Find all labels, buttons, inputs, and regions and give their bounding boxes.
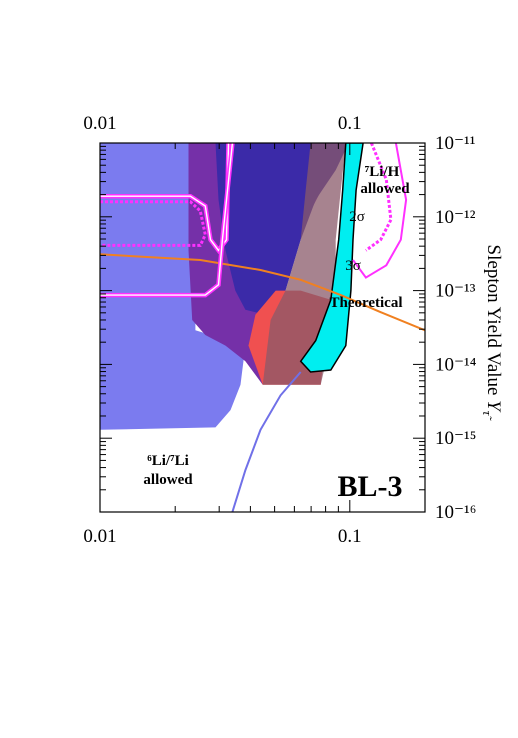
curve bbox=[352, 143, 408, 279]
annotation: allowed bbox=[143, 472, 193, 488]
annotation: ⁶Li/⁷Li bbox=[147, 453, 189, 469]
curve bbox=[100, 253, 425, 332]
annotation: Theoretical bbox=[329, 295, 402, 311]
annotation: 2σ bbox=[349, 209, 365, 225]
plot-frame bbox=[99, 142, 426, 513]
axes: 0.01 0.01 0.1 0.1 10⁻¹¹ 10⁻¹² 10⁻¹³ 10⁻¹⁴ 10⁻¹⁵ 1… bbox=[83, 113, 476, 547]
contour-line-inner bbox=[100, 143, 230, 252]
y-tick-label: 10⁻¹² bbox=[435, 207, 476, 228]
y-tick-label: 10⁻¹⁵ bbox=[435, 428, 476, 449]
curve bbox=[365, 143, 393, 252]
y-label-symbol: Y bbox=[483, 400, 504, 413]
y-label-sub: τ̃ bbox=[480, 411, 495, 422]
region bbox=[299, 143, 364, 373]
curve bbox=[231, 371, 302, 512]
annotation: BL-3 bbox=[337, 470, 402, 503]
y-tick-label: 10⁻¹³ bbox=[435, 281, 476, 302]
plot-area bbox=[100, 143, 425, 512]
curve bbox=[100, 200, 207, 247]
annotation: allowed bbox=[360, 181, 410, 197]
y-tick-label: 10⁻¹¹ bbox=[435, 133, 476, 154]
x-tick-label: 0.1 bbox=[338, 526, 362, 547]
x-tick-label: 0.1 bbox=[338, 113, 362, 134]
x-tick-label: 0.01 bbox=[83, 526, 116, 547]
annotation: 3σ bbox=[345, 258, 361, 274]
x-tick-label: 0.01 bbox=[83, 113, 116, 134]
y-axis-label: Slepton Yield Value Yτ̃ bbox=[480, 245, 504, 422]
annotation: ⁷Li/H bbox=[365, 164, 400, 180]
y-tick-label: 10⁻¹⁶ bbox=[435, 502, 476, 523]
y-label-text: Slepton Yield Value bbox=[483, 245, 504, 396]
y-tick-label: 10⁻¹⁴ bbox=[435, 354, 477, 375]
contour-line-inner bbox=[100, 143, 234, 296]
region bbox=[100, 143, 246, 430]
